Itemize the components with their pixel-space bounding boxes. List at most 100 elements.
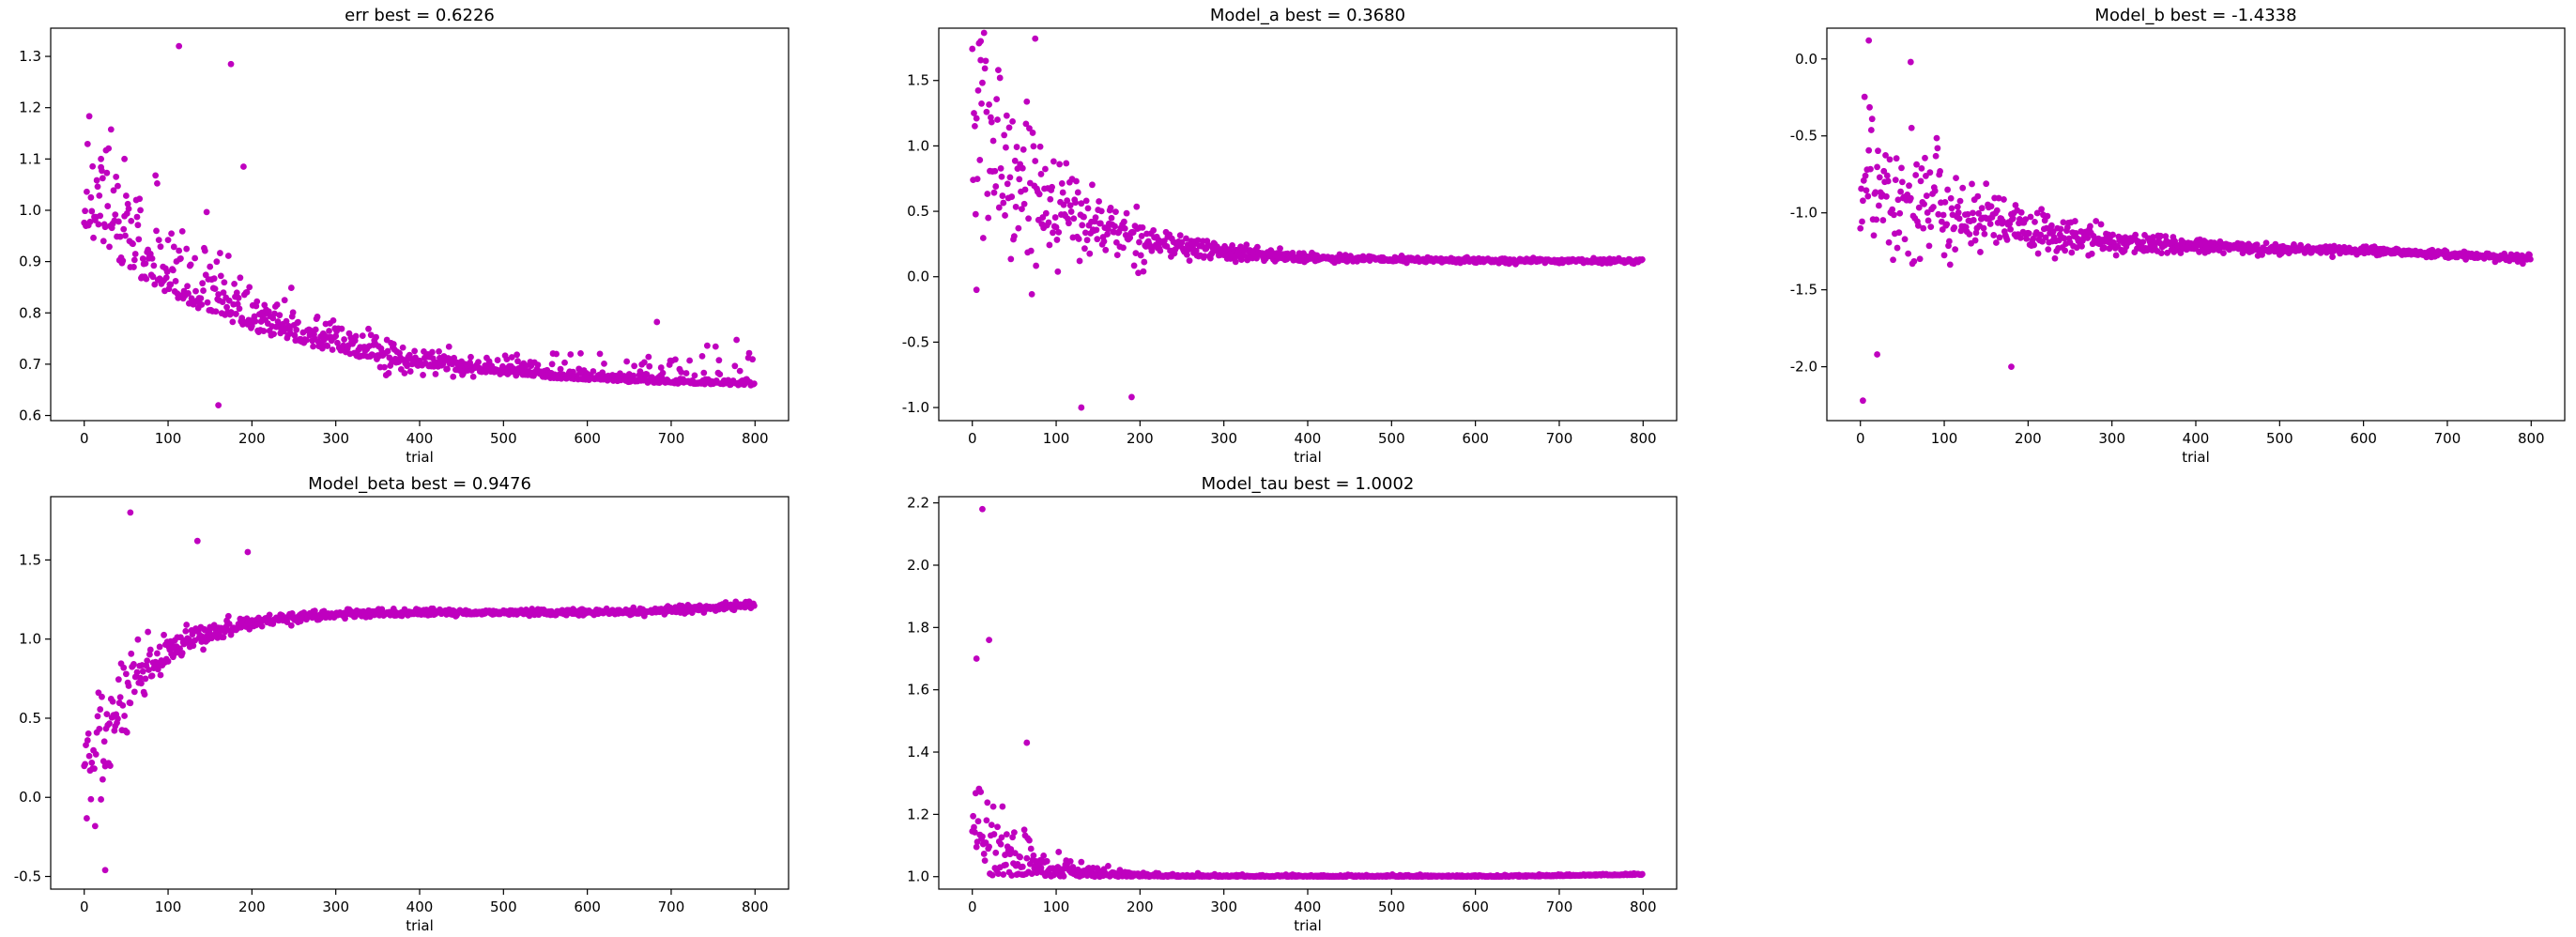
y-tick-label: 0.6	[19, 407, 41, 424]
data-point	[1925, 242, 1933, 250]
data-point	[2157, 250, 2165, 256]
data-point	[2329, 253, 2336, 261]
data-point	[1940, 252, 1948, 259]
data-point	[1924, 217, 1932, 224]
data-point	[119, 701, 127, 709]
data-point	[1897, 188, 1904, 195]
data-point	[989, 871, 996, 879]
data-point	[990, 189, 998, 196]
data-point	[985, 214, 992, 222]
data-point	[2078, 242, 2085, 250]
data-point	[107, 762, 114, 769]
data-point	[1953, 175, 1959, 181]
data-point	[401, 370, 408, 376]
x-tick-label: 300	[1210, 430, 1237, 447]
y-tick-label: 0.0	[1795, 51, 1817, 68]
data-point	[971, 110, 977, 116]
data-point	[745, 349, 753, 357]
y-tick-label: -0.5	[1790, 128, 1817, 145]
x-tick-label: 200	[1127, 430, 1154, 447]
data-point	[153, 227, 160, 235]
data-point	[1867, 127, 1875, 133]
y-tick-label: 0.8	[19, 304, 41, 321]
data-point	[246, 284, 253, 291]
data-point	[1059, 189, 1066, 196]
data-point	[221, 279, 228, 286]
data-point	[369, 351, 376, 359]
subplot-4: Model_beta best = 0.9476 0 100 200 300 400 500…	[14, 474, 790, 934]
data-point	[1861, 93, 1868, 100]
data-point	[244, 548, 252, 556]
data-point	[168, 230, 176, 238]
data-point	[984, 799, 991, 806]
data-point	[1033, 262, 1040, 269]
data-point	[1053, 237, 1061, 243]
data-point	[103, 169, 111, 177]
data-point	[1010, 829, 1018, 837]
data-point	[1157, 247, 1164, 254]
data-point	[596, 350, 604, 358]
x-tick-label: 800	[742, 899, 769, 915]
data-point	[243, 288, 251, 296]
data-point	[432, 371, 439, 377]
data-point	[167, 281, 175, 288]
x-tick-label: 700	[658, 899, 685, 915]
data-point	[2109, 231, 2116, 238]
data-point	[986, 637, 992, 643]
data-point	[85, 752, 93, 760]
x-tick-label: 800	[2518, 430, 2545, 447]
data-point	[200, 646, 207, 653]
data-point	[698, 353, 706, 360]
data-point	[983, 817, 990, 824]
data-point	[1874, 351, 1880, 358]
data-point	[1020, 146, 1027, 153]
data-point	[1058, 180, 1066, 187]
data-point	[128, 650, 135, 657]
data-point	[1933, 134, 1940, 142]
data-point	[352, 332, 360, 340]
data-point	[1035, 191, 1043, 198]
data-point	[177, 254, 184, 262]
data-point	[1948, 205, 1955, 212]
data-point	[385, 370, 392, 376]
data-point	[136, 195, 144, 203]
data-point	[1008, 193, 1016, 200]
data-point	[113, 173, 120, 180]
data-point	[1135, 269, 1142, 277]
data-point	[1081, 213, 1087, 221]
data-point	[1866, 103, 1873, 111]
data-point	[188, 295, 195, 302]
data-point	[731, 362, 739, 370]
y-tick-label: 1.3	[19, 48, 41, 65]
data-point	[1055, 228, 1063, 236]
data-point	[390, 341, 397, 347]
data-point	[2034, 250, 2042, 257]
data-point	[1000, 199, 1007, 207]
data-point	[1047, 195, 1054, 203]
y-tick-label: 0.0	[907, 269, 929, 285]
plot-frame	[50, 496, 790, 890]
data-point	[995, 67, 1002, 74]
y-tick-label: 1.1	[19, 150, 41, 167]
data-point	[142, 675, 149, 683]
x-tick-label: 600	[574, 899, 601, 915]
x-tick-label: 400	[1295, 899, 1322, 915]
data-point	[1051, 214, 1059, 221]
data-point	[678, 368, 685, 376]
data-point	[1136, 238, 1142, 246]
data-point	[494, 357, 501, 363]
y-tick-label: 0.9	[19, 253, 41, 270]
data-point	[187, 261, 194, 269]
data-point	[134, 636, 142, 643]
data-point	[1092, 214, 1099, 222]
data-point	[973, 115, 980, 122]
data-point	[1078, 858, 1085, 866]
data-point	[1138, 233, 1145, 239]
data-point	[1857, 224, 1864, 232]
data-point	[172, 278, 179, 284]
data-point	[1940, 211, 1947, 219]
x-tick-label: 100	[1043, 430, 1070, 447]
data-point	[91, 822, 99, 830]
data-point	[468, 353, 474, 361]
data-point	[1886, 156, 1894, 163]
